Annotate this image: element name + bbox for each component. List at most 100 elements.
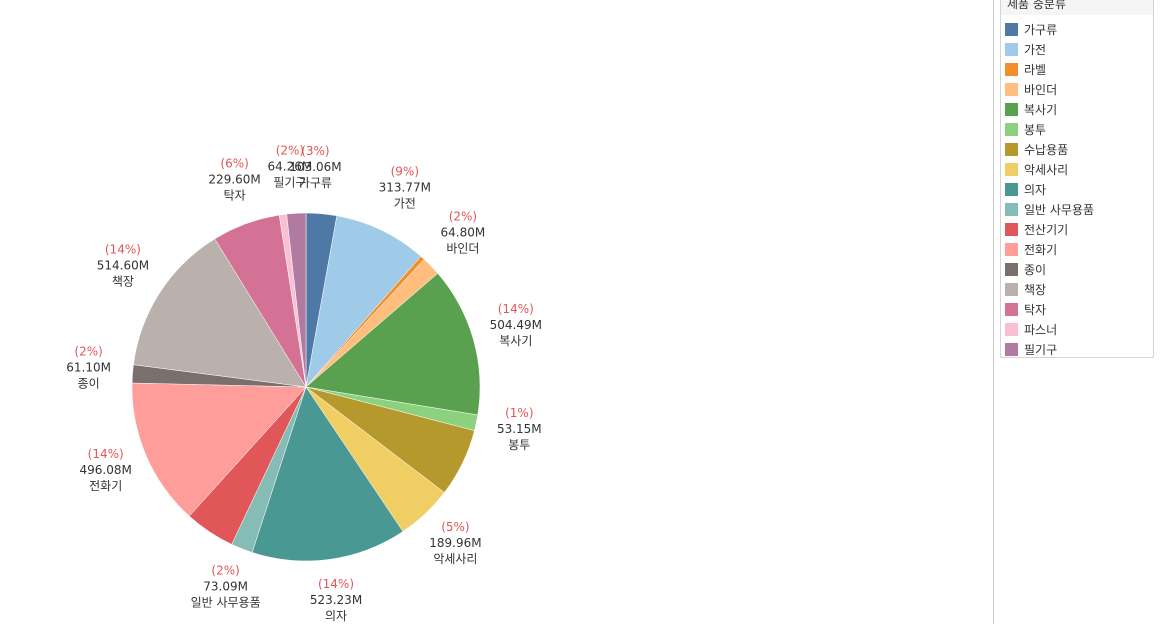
pie-slice-책장[interactable]	[133, 238, 307, 388]
legend-item[interactable]: 악세사리	[1005, 161, 1068, 177]
data-label-pct: (14%)	[498, 302, 534, 316]
legend-swatch	[1005, 162, 1018, 176]
data-label-pct: (3%)	[301, 144, 329, 158]
data-label-복사기: (14%) 504.49M 복사기	[490, 302, 542, 348]
legend-item[interactable]: 필기구	[1005, 341, 1057, 357]
legend-swatch	[1005, 42, 1018, 56]
legend-swatch	[1005, 62, 1018, 76]
pie-slice-의자[interactable]	[251, 386, 404, 562]
pie-chart: (3%) 103.06M 가구류 (9%) 313.77M 가전 (2%) 64.80M 바인더…	[66, 143, 542, 623]
data-label-전화기: (14%) 496.08M 전화기	[80, 447, 132, 493]
data-label-value: 73.09M	[203, 580, 248, 594]
legend-label: 탁자	[1024, 302, 1047, 317]
legend-swatch	[1005, 182, 1018, 196]
data-label-value: 313.77M	[379, 181, 431, 195]
data-label-pct: (14%)	[318, 577, 354, 591]
data-label-pct: (14%)	[105, 243, 141, 257]
legend-label: 파스너	[1024, 322, 1058, 337]
data-label-value: 64.80M	[441, 226, 486, 240]
legend-swatch	[1005, 302, 1018, 316]
legend-label: 책장	[1024, 282, 1047, 297]
data-label-바인더: (2%) 64.80M 바인더	[441, 210, 486, 256]
legend-label: 종이	[1024, 262, 1047, 277]
data-label-악세사리: (5%) 189.96M 악세사리	[429, 520, 481, 566]
data-label-name: 가전	[394, 197, 416, 211]
legend-label: 전산기기	[1024, 222, 1069, 237]
legend-item[interactable]: 수납용품	[1005, 141, 1068, 157]
legend-label: 바인더	[1024, 82, 1058, 97]
pie-slice-필기구[interactable]	[286, 212, 307, 388]
legend-item[interactable]: 책장	[1005, 281, 1046, 297]
pie-slice-복사기[interactable]	[305, 273, 481, 416]
legend-label: 일반 사무용품	[1024, 202, 1095, 217]
legend-title: 제품 중분류	[1001, 0, 1153, 15]
legend-swatch	[1005, 342, 1018, 356]
legend-label: 라벨	[1024, 62, 1047, 77]
legend-label: 봉투	[1024, 122, 1047, 137]
legend-item[interactable]: 봉투	[1005, 121, 1046, 137]
pie-slice-가전[interactable]	[305, 215, 422, 388]
legend-item[interactable]: 가구류	[1005, 21, 1057, 37]
legend-swatch	[1005, 322, 1018, 336]
legend-swatch	[1005, 82, 1018, 96]
data-label-pct: (6%)	[220, 156, 248, 170]
data-label-pct: (1%)	[505, 406, 533, 420]
data-label-봉투: (1%) 53.15M 봉투	[497, 406, 542, 452]
data-label-value: 229.60M	[208, 172, 260, 186]
legend-swatch	[1005, 22, 1018, 36]
legend-item[interactable]: 일반 사무용품	[1005, 201, 1094, 217]
data-label-pct: (14%)	[88, 447, 124, 461]
data-label-의자: (14%) 523.23M 의자	[310, 577, 362, 623]
data-label-가전: (9%) 313.77M 가전	[379, 165, 431, 211]
data-label-name: 종이	[78, 377, 100, 391]
legend-swatch	[1005, 282, 1018, 296]
data-label-pct: (9%)	[391, 165, 419, 179]
panel-divider	[993, 0, 994, 624]
data-label-name: 탁자	[224, 188, 246, 202]
data-label-name: 의자	[325, 609, 347, 623]
legend-item[interactable]: 바인더	[1005, 81, 1057, 97]
data-label-pct: (5%)	[441, 520, 469, 534]
pie-chart-svg: (3%) 103.06M 가구류 (9%) 313.77M 가전 (2%) 64.80M 바인더…	[66, 143, 542, 623]
legend-swatch	[1005, 262, 1018, 276]
data-label-value: 61.10M	[66, 361, 111, 375]
legend-item[interactable]: 전산기기	[1005, 221, 1068, 237]
legend-item[interactable]: 라벨	[1005, 61, 1046, 77]
legend-item[interactable]: 가전	[1005, 41, 1046, 57]
legend-swatch	[1005, 142, 1018, 156]
legend-label: 필기구	[1024, 342, 1058, 357]
data-label-value: 64.26M	[268, 159, 313, 173]
legend-item[interactable]: 의자	[1005, 181, 1046, 197]
data-label-value: 496.08M	[80, 463, 132, 477]
legend-item[interactable]: 복사기	[1005, 101, 1057, 117]
data-label-name: 일반 사무용품	[191, 596, 261, 610]
data-label-pct: (2%)	[449, 210, 477, 224]
legend-item[interactable]: 탁자	[1005, 301, 1046, 317]
data-label-value: 504.49M	[490, 318, 542, 332]
legend-label: 복사기	[1024, 102, 1058, 117]
legend-swatch	[1005, 102, 1018, 116]
data-label-name: 악세사리	[433, 552, 477, 566]
data-label-name: 전화기	[89, 479, 122, 493]
legend-item[interactable]: 종이	[1005, 261, 1046, 277]
data-label-일반 사무용품: (2%) 73.09M 일반 사무용품	[191, 564, 261, 610]
legend-item[interactable]: 파스너	[1005, 321, 1057, 337]
legend-swatch	[1005, 202, 1018, 216]
data-label-value: 514.60M	[97, 259, 149, 273]
legend-label: 가구류	[1024, 22, 1058, 37]
data-label-value: 103.06M	[289, 160, 341, 174]
data-label-pct: (2%)	[211, 564, 239, 578]
data-label-pct: (2%)	[74, 345, 102, 359]
legend-item[interactable]: 전화기	[1005, 241, 1057, 257]
legend-label: 악세사리	[1024, 162, 1069, 177]
legend-swatch	[1005, 122, 1018, 136]
data-label-종이: (2%) 61.10M 종이	[66, 345, 111, 391]
data-label-name: 필기구	[273, 175, 306, 189]
data-label-name: 복사기	[499, 334, 532, 348]
data-label-name: 가구류	[299, 176, 332, 190]
data-label-value: 523.23M	[310, 593, 362, 607]
pie-slice-전화기[interactable]	[131, 382, 307, 517]
data-label-name: 책장	[112, 274, 134, 289]
data-label-가구류: (3%) 103.06M 가구류	[289, 144, 341, 190]
